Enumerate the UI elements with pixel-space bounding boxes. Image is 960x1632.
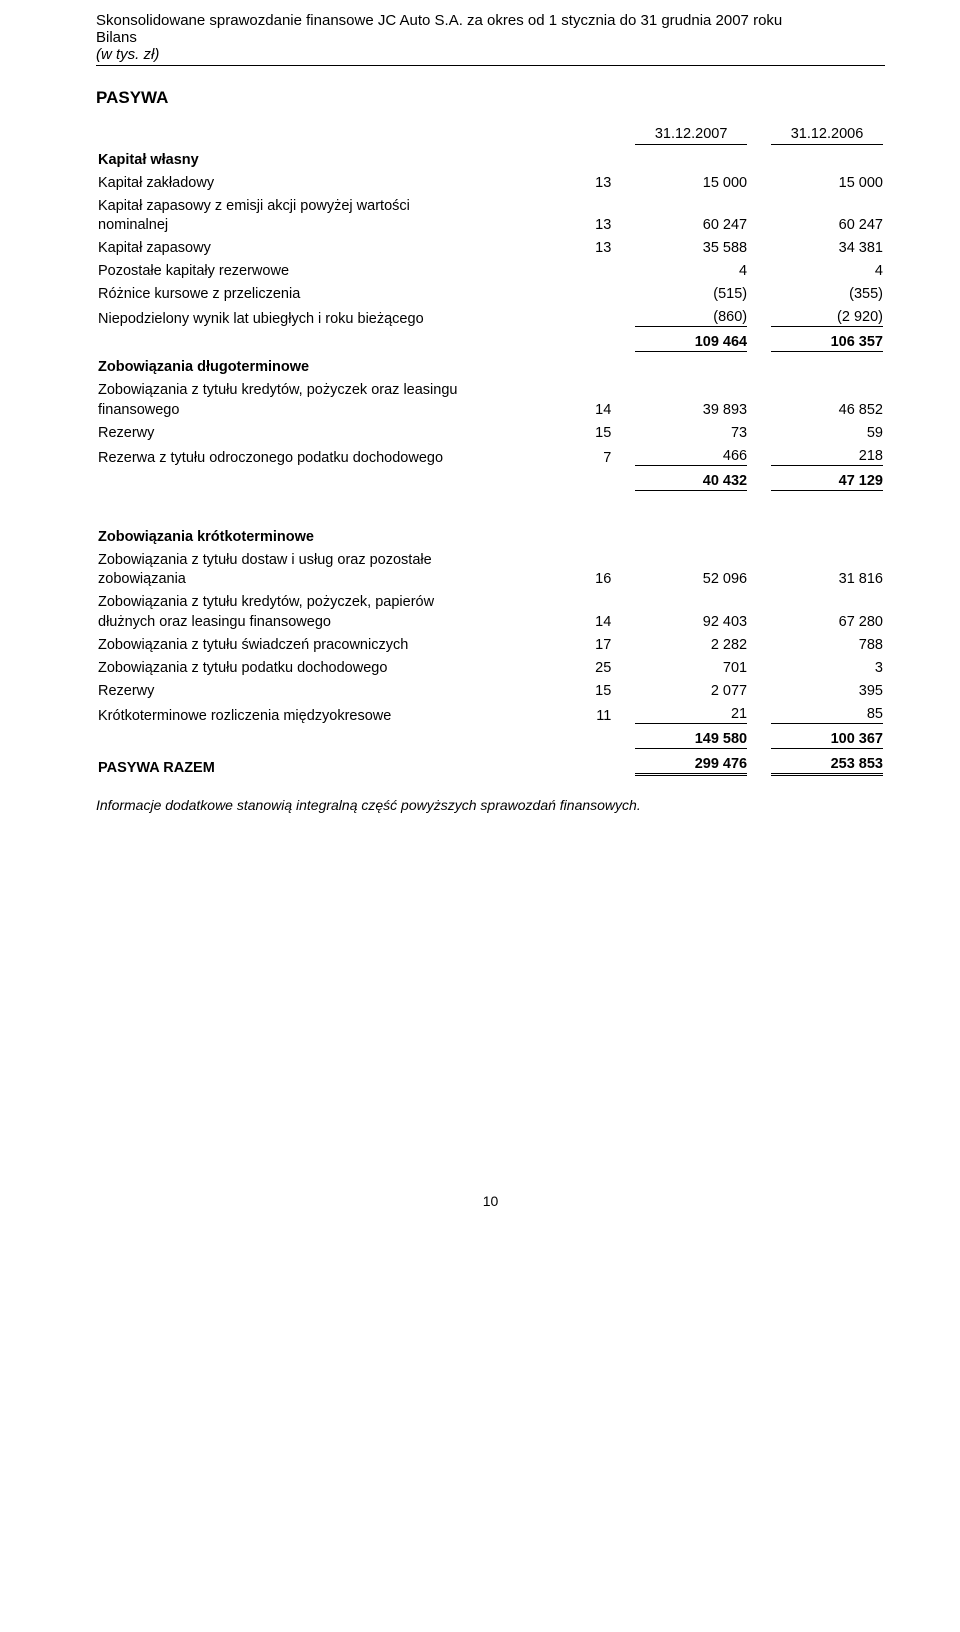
table-row: nominalnej 13 60 247 60 247 xyxy=(96,214,885,237)
doc-header-line2: Bilans xyxy=(96,29,885,46)
footer-note: Informacje dodatkowe stanowią integralną… xyxy=(96,797,885,813)
row-zob-dlugo: Zobowiązania długoterminowe xyxy=(96,356,548,379)
equity-total-row: 109 464 106 357 xyxy=(96,331,885,356)
table-row: Zobowiązania z tytułu podatku dochodoweg… xyxy=(96,656,885,679)
table-row: dłużnych oraz leasingu finansowego 14 92… xyxy=(96,610,885,633)
table-row: Krótkoterminowe rozliczenia międzyokreso… xyxy=(96,702,885,727)
pasywa-razem-row: PASYWA RAZEM 299 476 253 853 xyxy=(96,752,885,779)
balance-table: 31.12.2007 31.12.2006 Kapitał własny Kap… xyxy=(96,122,885,779)
doc-header-line1: Skonsolidowane sprawozdanie finansowe JC… xyxy=(96,12,885,29)
table-row: Zobowiązania z tytułu świadczeń pracowni… xyxy=(96,633,885,656)
row-kapital-wlasny: Kapitał własny xyxy=(96,148,548,171)
row-zob-krotko: Zobowiązania krótkoterminowe xyxy=(96,525,548,548)
table-row: Różnice kursowe z przeliczenia (515) (35… xyxy=(96,283,885,306)
table-row: Niepodzielony wynik lat ubiegłych i roku… xyxy=(96,306,885,331)
col-header-2006: 31.12.2006 xyxy=(771,126,883,145)
shortterm-total-row: 149 580 100 367 xyxy=(96,727,885,752)
longterm-total-row: 40 432 47 129 xyxy=(96,469,885,494)
table-row: Rezerwy 15 73 59 xyxy=(96,421,885,444)
table-row: Rezerwy 15 2 077 395 xyxy=(96,679,885,702)
table-row: Kapitał zapasowy 13 35 588 34 381 xyxy=(96,237,885,260)
col-header-2007: 31.12.2007 xyxy=(635,126,747,145)
table-row: zobowiązania 16 52 096 31 816 xyxy=(96,568,885,591)
page-number: 10 xyxy=(96,1193,885,1209)
table-row: Kapitał zakładowy 13 15 000 15 000 xyxy=(96,171,885,194)
section-title-pasywa: PASYWA xyxy=(96,88,885,108)
table-row: finansowego 14 39 893 46 852 xyxy=(96,398,885,421)
table-row: Rezerwa z tytułu odroczonego podatku doc… xyxy=(96,444,885,469)
table-row: Pozostałe kapitały rezerwowe 4 4 xyxy=(96,260,885,283)
doc-header-line3: (w tys. zł) xyxy=(96,46,885,66)
